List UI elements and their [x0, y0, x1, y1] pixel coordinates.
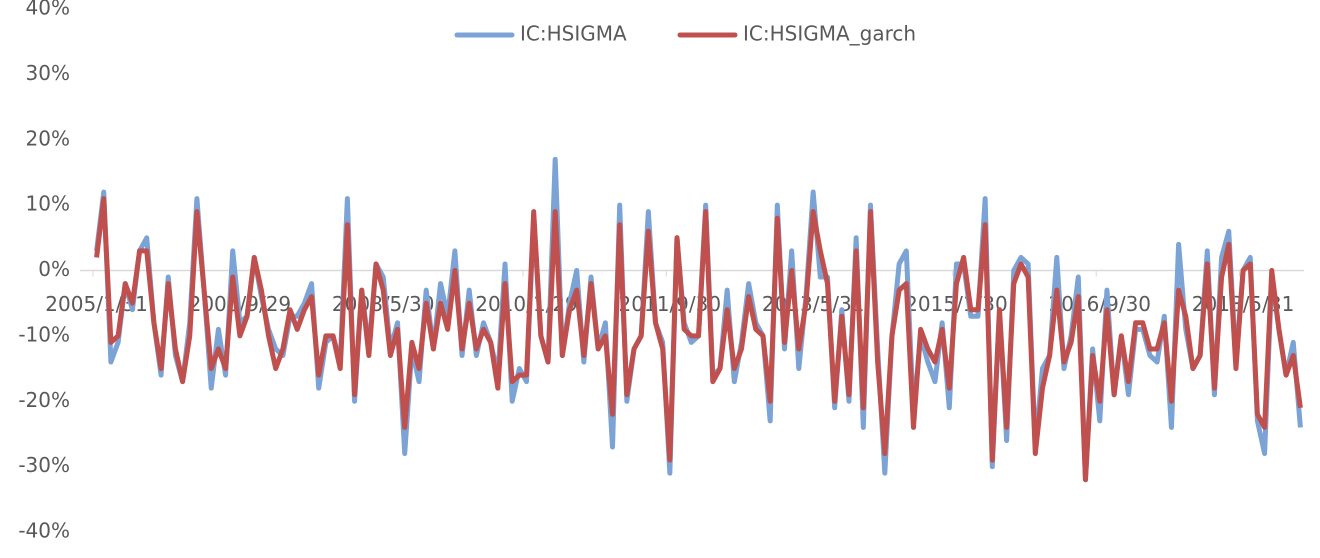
x-tick-label: 2011/9/30 [619, 292, 722, 316]
y-tick-label: 20% [26, 126, 70, 150]
x-tick-label: 2016/9/30 [1048, 292, 1151, 316]
legend-label: IC:HSIGMA_garch [743, 22, 916, 46]
y-tick-label: -30% [18, 453, 70, 477]
y-tick-label: 30% [26, 61, 70, 85]
y-tick-label: 40% [26, 0, 70, 20]
y-tick-label: -10% [18, 322, 70, 346]
x-tick-label: 2013/5/31 [762, 292, 865, 316]
legend-label: IC:HSIGMA [520, 22, 627, 46]
y-tick-label: 0% [38, 257, 70, 281]
y-tick-label: -40% [18, 519, 70, 543]
y-tick-label: -20% [18, 388, 70, 412]
series-line [94, 196, 1303, 483]
y-tick-label: 10% [26, 192, 70, 216]
